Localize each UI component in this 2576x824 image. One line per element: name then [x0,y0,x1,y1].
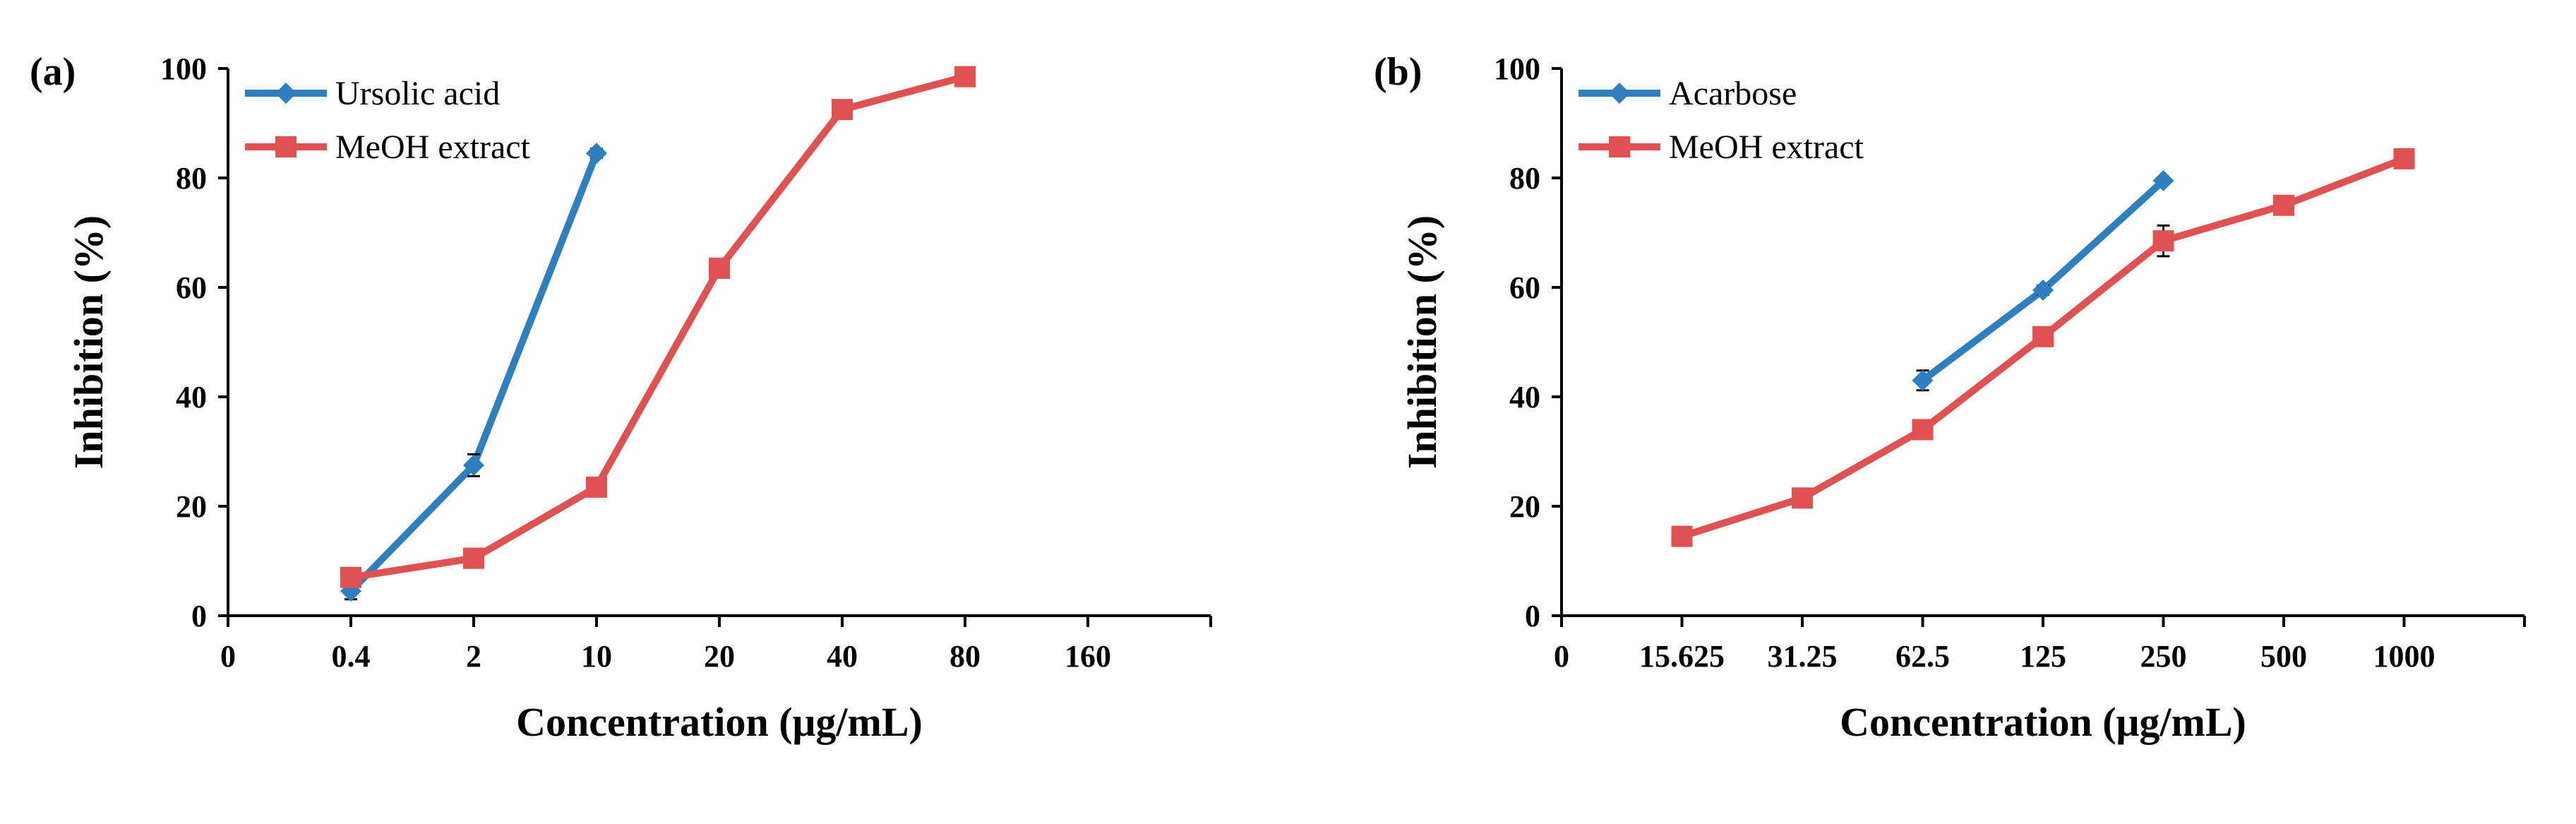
y-axis-title: Inhibition (%) [1399,215,1445,469]
series-line [1680,155,2406,540]
y-tick-label: 80 [176,161,207,196]
y-axis-title: Inhibition (%) [66,215,112,469]
legend-label: MeOH extract [335,129,531,166]
series-line [350,73,966,581]
panel-label: (a) [30,50,76,94]
x-tick-label: 62.5 [1895,639,1950,674]
x-tick-label: 0.4 [332,639,371,674]
data-point-square [1671,525,1693,547]
y-tick-label: 60 [1509,270,1540,305]
data-point-square [586,476,607,498]
data-point-square [2152,230,2174,252]
data-point-diamond [2152,169,2174,191]
legend-label: MeOH extract [1669,129,1864,166]
y-tick-label: 20 [176,489,207,524]
data-point-square [1792,487,1813,509]
data-point-square [709,257,730,279]
y-tick-label: 100 [1494,52,1540,86]
y-tick-label: 100 [160,52,207,86]
x-tick-label: 500 [2260,639,2307,674]
x-tick-label: 10 [581,639,612,674]
x-tick-label: 31.25 [1768,639,1838,674]
x-tick-label: 0 [1554,639,1569,674]
x-tick-label: 0 [220,639,236,674]
x-tick-label: 20 [704,639,735,674]
x-tick-label: 15.625 [1639,639,1725,674]
legend-label: Ursolic acid [335,75,500,112]
x-tick-label: 250 [2140,639,2187,674]
legend-label: Acarbose [1669,75,1797,112]
x-tick-label: 80 [949,639,981,674]
panel-label: (b) [1374,50,1422,94]
data-point-square [2273,194,2294,216]
legend-entry: Acarbose [1578,75,1797,112]
data-point-square [340,566,361,588]
y-tick-label: 40 [1509,380,1540,414]
x-tick-label: 160 [1065,639,1111,674]
x-tick-label: 1000 [2373,639,2436,674]
panel-a: (a) 0 20 40 60 80 100 0 0.4 2 10 20 40 80 160 Concentra… [30,50,1212,745]
legend-marker-diamond [275,83,296,104]
x-axis-title: Concentration (μg/mL) [1840,699,2246,745]
x-axis-title: Concentration (μg/mL) [516,699,923,745]
y-tick-label: 60 [176,270,207,305]
legend-marker-square [275,136,296,157]
data-point-square [1912,419,1934,441]
data-point-square [954,66,976,88]
legend-marker-square [1609,136,1630,157]
data-point-square [832,99,853,121]
y-tick-label: 0 [191,599,207,633]
series-meoh-extract [340,66,976,588]
legend-entry: MeOH extract [245,129,531,166]
y-tick-label: 80 [1509,161,1540,196]
data-point-diamond [2032,279,2054,301]
data-point-square [2393,148,2415,169]
y-tick-label: 20 [1509,489,1540,524]
data-point-square [2032,326,2054,347]
data-point-diamond [586,143,607,165]
x-tick-label: 40 [827,639,858,674]
y-tick-label: 40 [176,380,207,414]
x-tick-label: 2 [466,639,481,674]
data-point-square [463,547,484,569]
series-ursolic-acid [340,143,607,602]
data-point-diamond [1912,369,1934,391]
data-point-diamond [463,454,484,476]
legend-entry: MeOH extract [1578,129,1864,166]
series-acarbose [1912,169,2174,392]
x-tick-label: 125 [2020,639,2066,674]
legend-marker-diamond [1609,83,1630,104]
y-tick-label: 0 [1525,599,1540,633]
legend-entry: Ursolic acid [245,75,500,112]
series-meoh-extract [1671,148,2415,547]
series-line [348,152,600,594]
